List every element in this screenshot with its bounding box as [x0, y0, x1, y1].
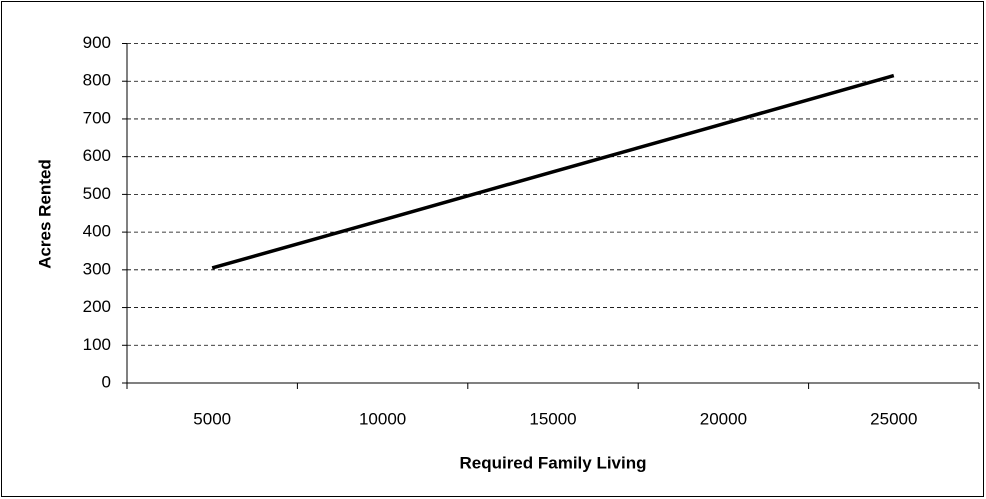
data-line	[211, 73, 895, 270]
y-tick-label: 600	[83, 146, 111, 165]
x-tick-label: 20000	[700, 409, 747, 428]
y-tick-label: 300	[83, 259, 111, 278]
y-tick-label: 700	[83, 108, 111, 127]
x-tick-label: 25000	[870, 409, 917, 428]
y-tick-label: 100	[83, 335, 111, 354]
y-tick-label: 200	[83, 297, 111, 316]
y-tick-label: 0	[102, 372, 111, 391]
y-tick-label: 400	[83, 222, 111, 241]
y-tick-label: 500	[83, 184, 111, 203]
y-tick-label: 900	[83, 33, 111, 52]
x-axis-title: Required Family Living	[459, 453, 646, 472]
y-tick-label: 800	[83, 71, 111, 90]
x-tick-label: 5000	[193, 409, 231, 428]
y-axis-title: Acres Rented	[35, 159, 54, 269]
x-tick-label: 15000	[529, 409, 576, 428]
x-tick-label: 10000	[359, 409, 406, 428]
